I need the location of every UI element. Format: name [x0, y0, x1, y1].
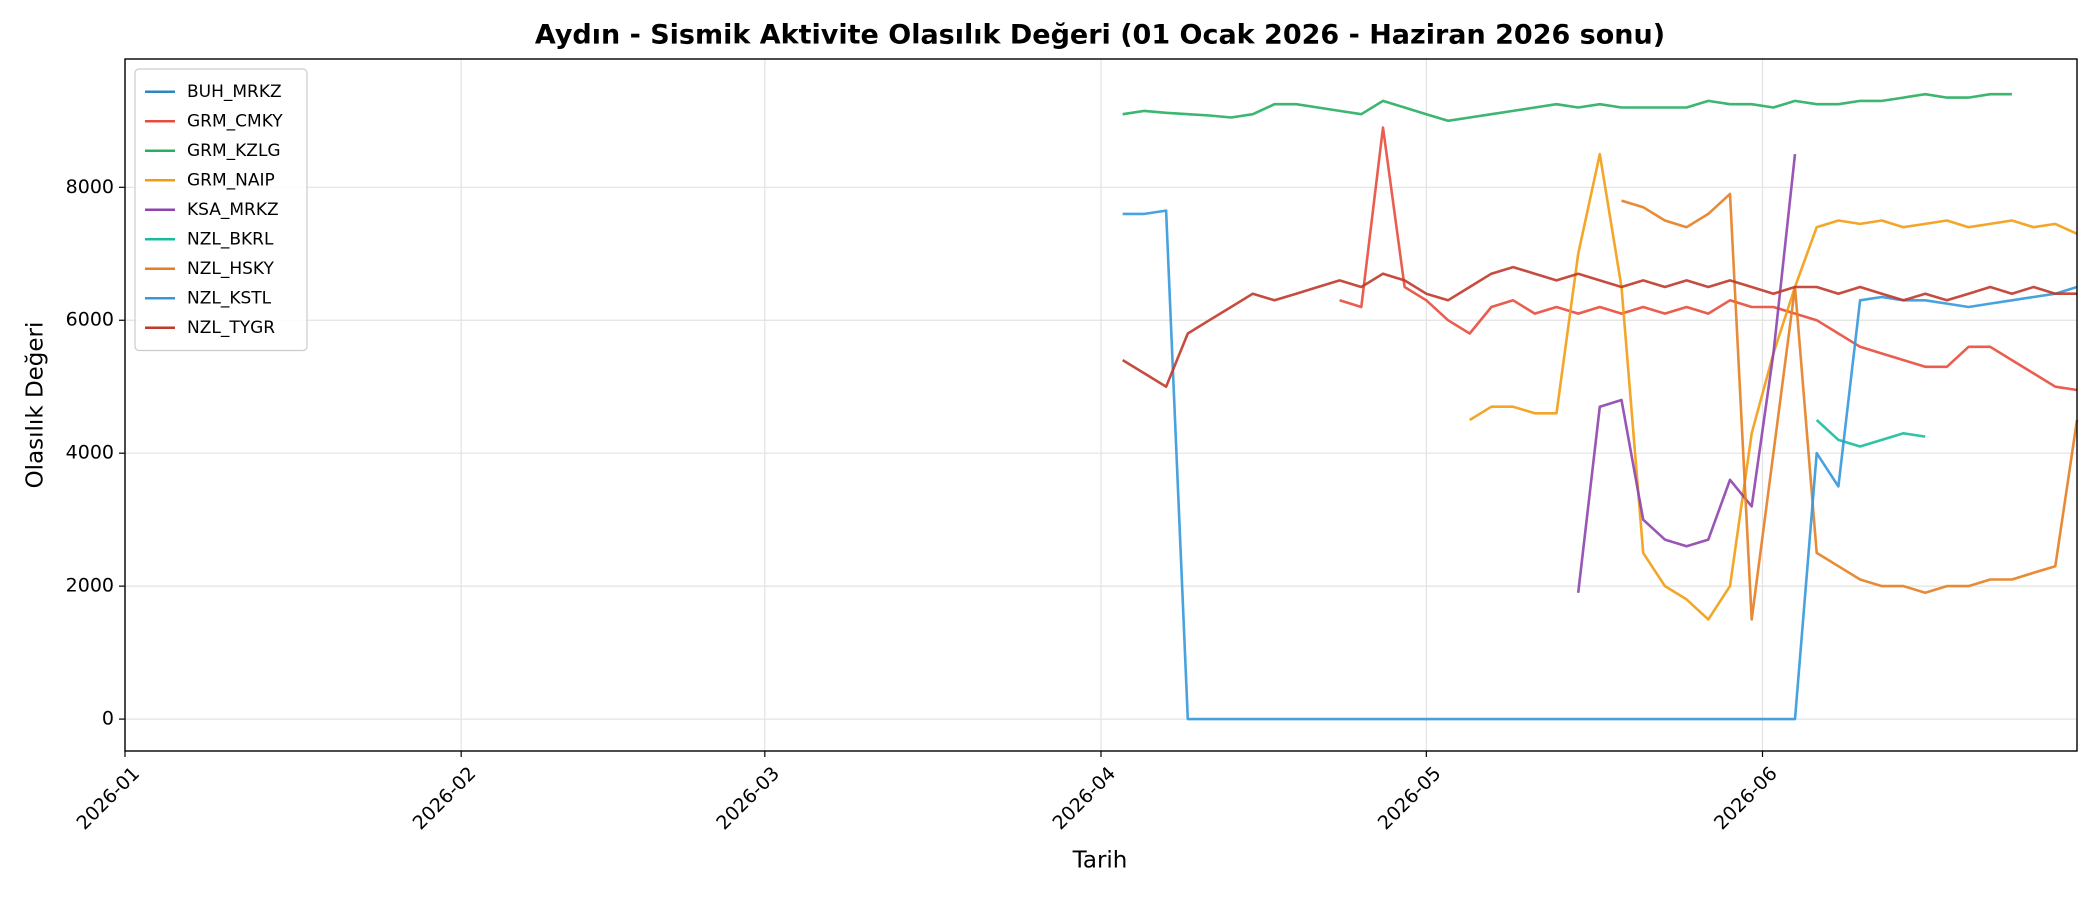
legend-label: GRM_KZLG [187, 141, 281, 161]
series-line [1122, 209, 2078, 721]
legend-label: NZL_HSKY [187, 259, 274, 279]
legend-label: KSA_MRKZ [187, 200, 279, 220]
series-line [1815, 419, 1926, 448]
chart-title: Aydın - Sismik Aktivite Olasılık Değeri … [535, 20, 1665, 51]
plot-frame [124, 58, 2078, 752]
series-line [1122, 92, 2012, 123]
series-line [1339, 126, 2078, 392]
legend-label: GRM_CMKY [187, 111, 283, 131]
legend-label: NZL_BKRL [187, 229, 274, 249]
legend-label: NZL_KSTL [187, 288, 272, 308]
y-tick-label: 0 [102, 708, 114, 730]
legend-label: NZL_TYGR [187, 318, 275, 338]
y-tick-label: 4000 [66, 442, 114, 464]
y-tick-label: 2000 [66, 575, 114, 597]
x-axis-label: Tarih [1072, 848, 1128, 874]
legend-box [134, 68, 308, 352]
y-tick-label: 6000 [66, 309, 114, 331]
series-line [1576, 153, 1797, 593]
legend-label: GRM_NAIP [187, 170, 275, 190]
y-axis-label: Olasılık Değeri [23, 322, 49, 489]
series-line [1122, 265, 2077, 388]
legend-label: BUH_MRKZ [187, 82, 282, 102]
y-tick-label: 8000 [66, 176, 114, 198]
series-line [1621, 192, 2079, 621]
